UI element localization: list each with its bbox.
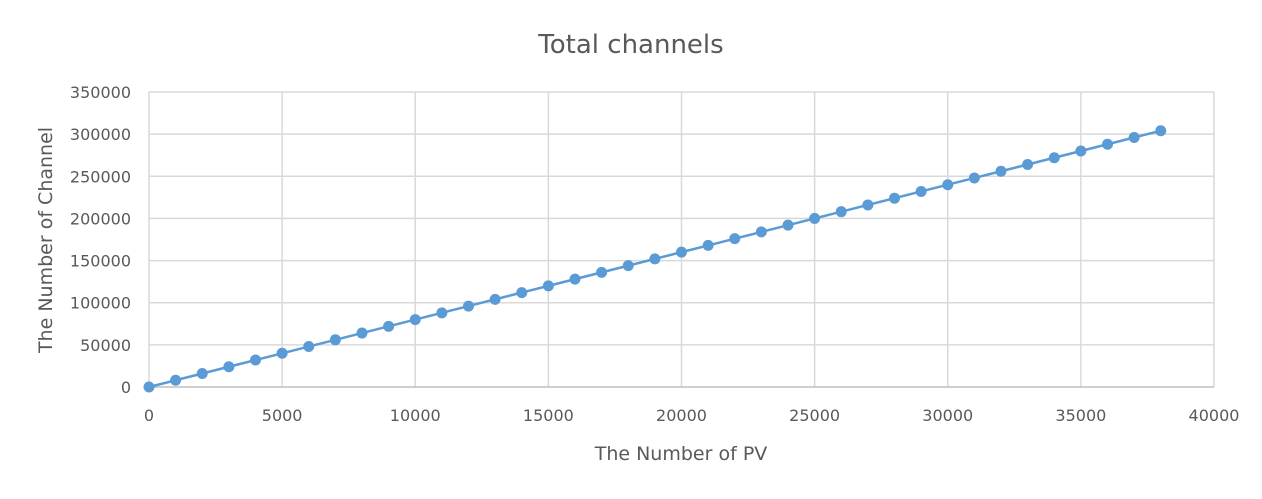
data-point bbox=[995, 165, 1007, 177]
data-point bbox=[782, 219, 794, 231]
y-axis-label: The Number of Channel bbox=[35, 127, 57, 354]
y-tick-label: 350000 bbox=[70, 83, 131, 102]
x-tick-label: 30000 bbox=[922, 406, 973, 425]
axes bbox=[148, 92, 1214, 388]
series-layer bbox=[143, 125, 1167, 393]
data-point bbox=[196, 368, 208, 380]
x-tick-label: 5000 bbox=[262, 406, 303, 425]
data-point bbox=[542, 280, 554, 292]
y-tick-label: 100000 bbox=[70, 294, 131, 313]
y-tick-label: 250000 bbox=[70, 167, 131, 186]
data-point bbox=[436, 307, 448, 319]
data-point bbox=[250, 354, 261, 366]
data-point bbox=[809, 212, 821, 224]
data-point bbox=[1102, 138, 1113, 150]
data-point bbox=[835, 206, 847, 218]
data-point bbox=[942, 179, 954, 191]
data-point bbox=[463, 300, 474, 312]
data-point bbox=[569, 273, 581, 285]
data-point bbox=[1075, 145, 1087, 157]
data-point bbox=[489, 293, 501, 305]
data-point bbox=[889, 192, 900, 204]
data-point bbox=[516, 287, 528, 299]
data-point bbox=[303, 341, 315, 353]
data-point bbox=[329, 334, 341, 346]
x-tick-label: 20000 bbox=[656, 406, 707, 425]
data-point bbox=[170, 374, 182, 386]
data-point bbox=[356, 327, 368, 339]
x-tick-label: 15000 bbox=[523, 406, 574, 425]
x-tick-label: 40000 bbox=[1189, 406, 1240, 425]
y-tick-label: 300000 bbox=[70, 125, 131, 144]
data-point bbox=[383, 320, 395, 332]
data-point bbox=[755, 226, 767, 238]
data-point bbox=[915, 185, 927, 197]
grid bbox=[149, 91, 1215, 387]
y-tick-label: 0 bbox=[121, 378, 131, 397]
y-tick-label: 200000 bbox=[70, 209, 131, 228]
data-point bbox=[143, 381, 155, 393]
data-point bbox=[276, 347, 288, 359]
data-point bbox=[968, 172, 980, 184]
data-point bbox=[649, 253, 661, 265]
data-point bbox=[702, 239, 714, 251]
data-point bbox=[223, 361, 235, 373]
x-tick-label: 25000 bbox=[789, 406, 840, 425]
data-point bbox=[1022, 158, 1034, 170]
chart-title: Total channels bbox=[537, 30, 723, 60]
data-point bbox=[1155, 125, 1167, 137]
x-tick-label: 0 bbox=[144, 406, 154, 425]
data-point bbox=[409, 314, 421, 326]
y-tick-label: 50000 bbox=[80, 336, 131, 355]
data-point bbox=[596, 266, 608, 278]
data-point bbox=[1048, 152, 1060, 164]
x-tick-label: 35000 bbox=[1055, 406, 1106, 425]
y-tick-label: 150000 bbox=[70, 252, 131, 271]
data-point bbox=[622, 260, 634, 272]
x-tick-label: 10000 bbox=[390, 406, 441, 425]
x-axis-label: The Number of PV bbox=[594, 443, 768, 465]
data-point bbox=[729, 233, 741, 245]
tick-labels: 0500001000001500002000002500003000003500… bbox=[70, 83, 1240, 425]
data-point bbox=[1128, 132, 1140, 144]
data-point bbox=[862, 199, 874, 211]
data-point bbox=[676, 246, 687, 258]
